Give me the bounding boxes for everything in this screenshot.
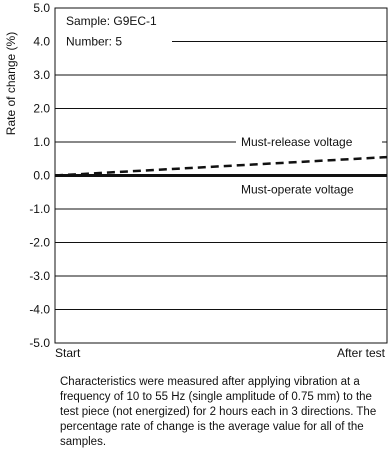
x-tick-label-after-test: After test [337, 346, 386, 360]
x-tick-label-start: Start [55, 346, 81, 360]
sample-annotation: Sample: G9EC-1 [66, 14, 157, 28]
y-tick-label-4p0: 4.0 [33, 35, 50, 49]
y-tick-label-3p0: 3.0 [33, 68, 50, 82]
y-tick-label-neg2p0: -2.0 [29, 236, 50, 250]
y-tick-label-2p0: 2.0 [33, 102, 50, 116]
number-annotation: Number: 5 [66, 35, 122, 49]
series-label-background [236, 134, 382, 150]
y-axis-title: Rate of change (%) [4, 32, 18, 135]
y-tick-label-neg1p0: -1.0 [29, 202, 50, 216]
series-line-must-release [54, 155, 388, 177]
y-tick-label-5p0: 5.0 [33, 1, 50, 15]
series-label-must-release: Must-release voltage [241, 135, 353, 149]
y-tick-label-neg4p0: -4.0 [29, 303, 50, 317]
y-tick-label-neg3p0: -3.0 [29, 269, 50, 283]
y-tick-label-neg5p0: -5.0 [29, 336, 50, 350]
series-label-must-operate: Must-operate voltage [241, 183, 354, 197]
y-tick-labels: -5.0 -4.0 -3.0 -2.0 -1.0 0.0 1.0 2.0 3.0 4.0 5.0 [29, 1, 50, 350]
chart-caption: Characteristics were measured after appl… [60, 376, 377, 448]
plot-frame [54, 7, 388, 344]
y-tick-label-1p0: 1.0 [33, 135, 50, 149]
series-lines [54, 155, 388, 177]
chart-svg: -5.0 -4.0 -3.0 -2.0 -1.0 0.0 1.0 2.0 3.0 4.0 5.0 R… [4, 1, 388, 360]
y-tick-label-0p0: 0.0 [33, 169, 50, 183]
